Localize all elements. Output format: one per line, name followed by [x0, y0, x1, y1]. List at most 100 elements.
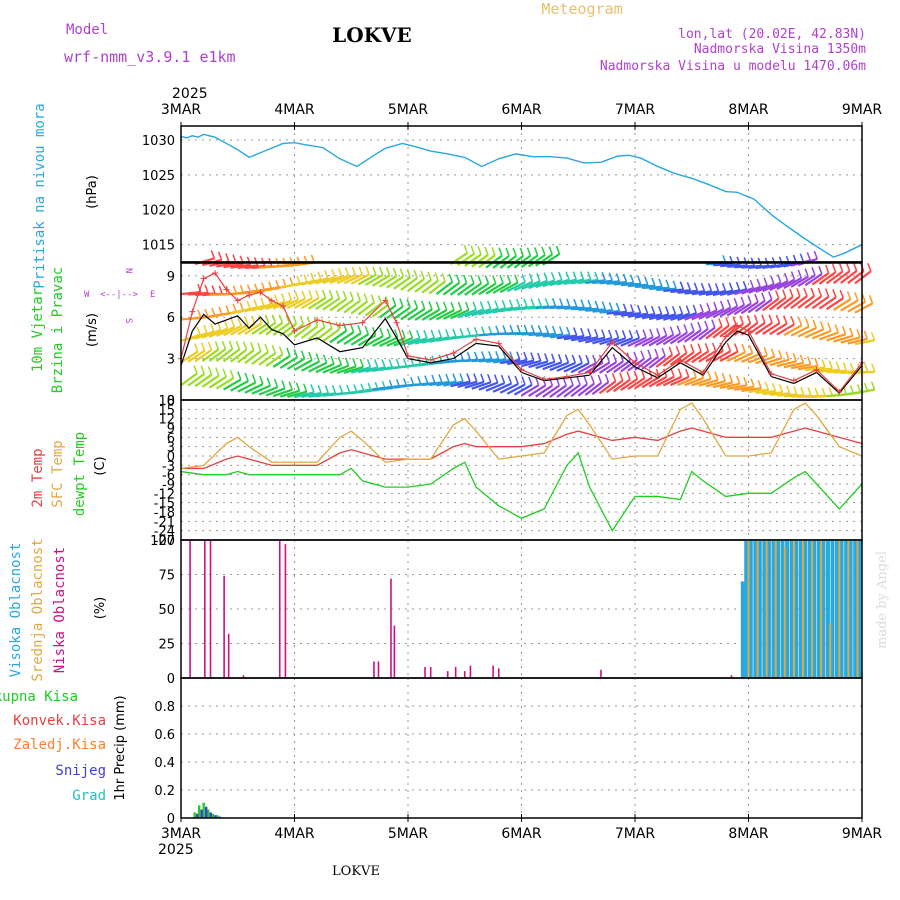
- wind-barb: [478, 381, 499, 391]
- wind-barb-flag: [615, 273, 621, 282]
- wind-barb-flag: [651, 277, 656, 287]
- wind-barb: [818, 271, 837, 285]
- wind-barb-flag: [587, 299, 592, 309]
- wind-barb-flag: [499, 275, 504, 284]
- wind-gust-marker: [609, 339, 616, 346]
- wind-barb: [790, 325, 810, 337]
- wind-barb-flag: [656, 328, 661, 337]
- wind-barb-flag: [783, 315, 788, 324]
- wind-barb-flag: [700, 282, 706, 292]
- wind-barb-flag: [491, 247, 496, 256]
- wind-barb: [677, 312, 697, 321]
- y-tick-label: 12: [158, 413, 175, 428]
- wind-barb: [733, 322, 752, 337]
- wind-barb: [662, 352, 681, 367]
- wind-barb-flag: [783, 272, 789, 282]
- wind-barb-flag: [789, 288, 794, 298]
- wind-barb: [833, 334, 854, 343]
- total-precip-bar: [207, 809, 210, 818]
- wind-barb-flag: [251, 374, 257, 383]
- wind-barb-flag: [748, 344, 754, 354]
- wind-barb-flag: [295, 382, 301, 392]
- wind-gust-marker: [189, 308, 196, 315]
- wind-barb-flag: [349, 291, 354, 300]
- wind-gust-marker: [541, 376, 548, 383]
- wind-barb: [308, 277, 329, 285]
- wind-barb: [755, 389, 776, 395]
- low-cloud-bar: [284, 544, 287, 678]
- wind-barb-flag: [349, 323, 355, 333]
- wind-barb-flag: [280, 293, 286, 302]
- y-tick-label: -21: [154, 515, 175, 530]
- wind-barb: [500, 358, 521, 365]
- wind-barb: [705, 350, 724, 363]
- wind-barb: [258, 321, 277, 336]
- snow-precip-bar: [200, 809, 203, 818]
- wind-barb-flag: [223, 320, 229, 329]
- wind-barb-flag: [594, 300, 599, 310]
- wind-barb: [449, 282, 468, 296]
- low-cloud-bar: [209, 540, 212, 678]
- wind-barb: [535, 360, 556, 370]
- y-tick-label: 75: [158, 569, 175, 584]
- wind-barb: [833, 298, 852, 311]
- wind-barb: [684, 350, 702, 364]
- wind-barb: [733, 352, 753, 363]
- wind-barb-flag: [443, 301, 448, 311]
- high-cloud-bar: [844, 540, 849, 678]
- wind-barb: [350, 300, 368, 315]
- wind-barb: [826, 333, 846, 342]
- wind-barb-flag: [668, 346, 673, 356]
- wind-gust-marker: [768, 370, 775, 377]
- wind-barb-flag: [671, 306, 677, 315]
- wind-barb-flag: [502, 351, 507, 360]
- wind-barb: [336, 365, 357, 375]
- low-cloud-label: Niska Oblacnost: [52, 547, 68, 673]
- wind-barb-flag: [477, 246, 482, 255]
- compass-s: S: [123, 318, 133, 323]
- wind-barb-flag: [507, 375, 513, 384]
- wind-barb-flag: [558, 326, 564, 335]
- wind-barb-flag: [424, 375, 429, 384]
- wind-barb: [563, 362, 583, 373]
- wind-barb-flag: [533, 247, 539, 256]
- wind-barb-flag: [726, 342, 732, 352]
- wind-barb: [301, 360, 320, 372]
- wind-barb: [811, 295, 830, 310]
- wind-barb-flag: [571, 354, 577, 364]
- high-cloud-bar: [825, 540, 830, 678]
- wind-barb-flag: [470, 275, 475, 284]
- wind-barb-flag: [480, 351, 486, 360]
- pressure-unit: (hPa): [85, 175, 100, 209]
- high-cloud-bar: [839, 540, 844, 678]
- precip-total-label: Ukupna Kisa: [0, 689, 78, 705]
- wind-barb: [655, 353, 673, 368]
- wind-barb-flag: [379, 266, 384, 276]
- wind-barb-flag: [614, 329, 620, 339]
- wind-barb: [492, 358, 514, 364]
- pressure-line: [180, 133, 863, 258]
- wind-barb: [393, 276, 411, 290]
- wind-barb-flag: [676, 325, 681, 334]
- wind-barb-flag: [506, 274, 512, 284]
- wind-barb: [372, 335, 391, 347]
- wind-barb-flag: [849, 385, 855, 394]
- wind-barb: [542, 384, 560, 398]
- low-cloud-bar: [390, 578, 392, 678]
- wind-barb-flag: [782, 289, 787, 298]
- wind-barb-flag: [692, 369, 697, 378]
- wind-barb-flag: [569, 376, 574, 386]
- wind-barb: [819, 331, 839, 341]
- wind-barb-flag: [296, 275, 301, 285]
- wind-barb-flag: [644, 276, 649, 286]
- wind-barb: [457, 308, 477, 319]
- wind-barb: [556, 361, 576, 372]
- wind-barb: [293, 324, 312, 339]
- wind-barb: [230, 380, 249, 392]
- wind-barb-flag: [457, 301, 463, 311]
- wind-barb-flag: [462, 274, 468, 284]
- wind-barb-flag: [210, 323, 215, 332]
- wind-barb-flag: [466, 327, 472, 337]
- wind-barb-flag: [528, 376, 533, 386]
- wind-barb-flag: [706, 303, 711, 312]
